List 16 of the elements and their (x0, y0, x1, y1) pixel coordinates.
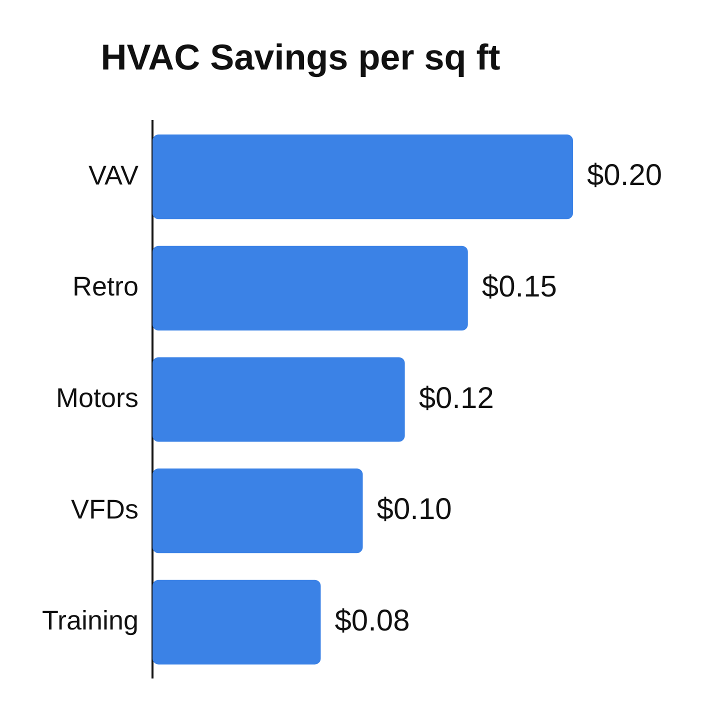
y-tick-label: VFDs (71, 494, 139, 524)
y-tick-label: Training (42, 606, 139, 636)
data-label: $0.15 (482, 270, 557, 304)
data-label: $0.10 (376, 493, 452, 526)
bar (152, 246, 468, 330)
data-label: $0.12 (418, 382, 494, 415)
data-label: $0.08 (334, 604, 410, 638)
y-tick-label: Retro (72, 272, 139, 302)
bar (152, 134, 573, 220)
bar (152, 468, 363, 554)
chart-title: HVAC Savings per sq ft (100, 36, 500, 78)
bar (152, 357, 405, 442)
y-tick-label: VAV (88, 160, 139, 190)
data-label: $0.20 (587, 159, 662, 192)
bar (152, 580, 321, 664)
y-tick-label: Motors (56, 382, 139, 413)
